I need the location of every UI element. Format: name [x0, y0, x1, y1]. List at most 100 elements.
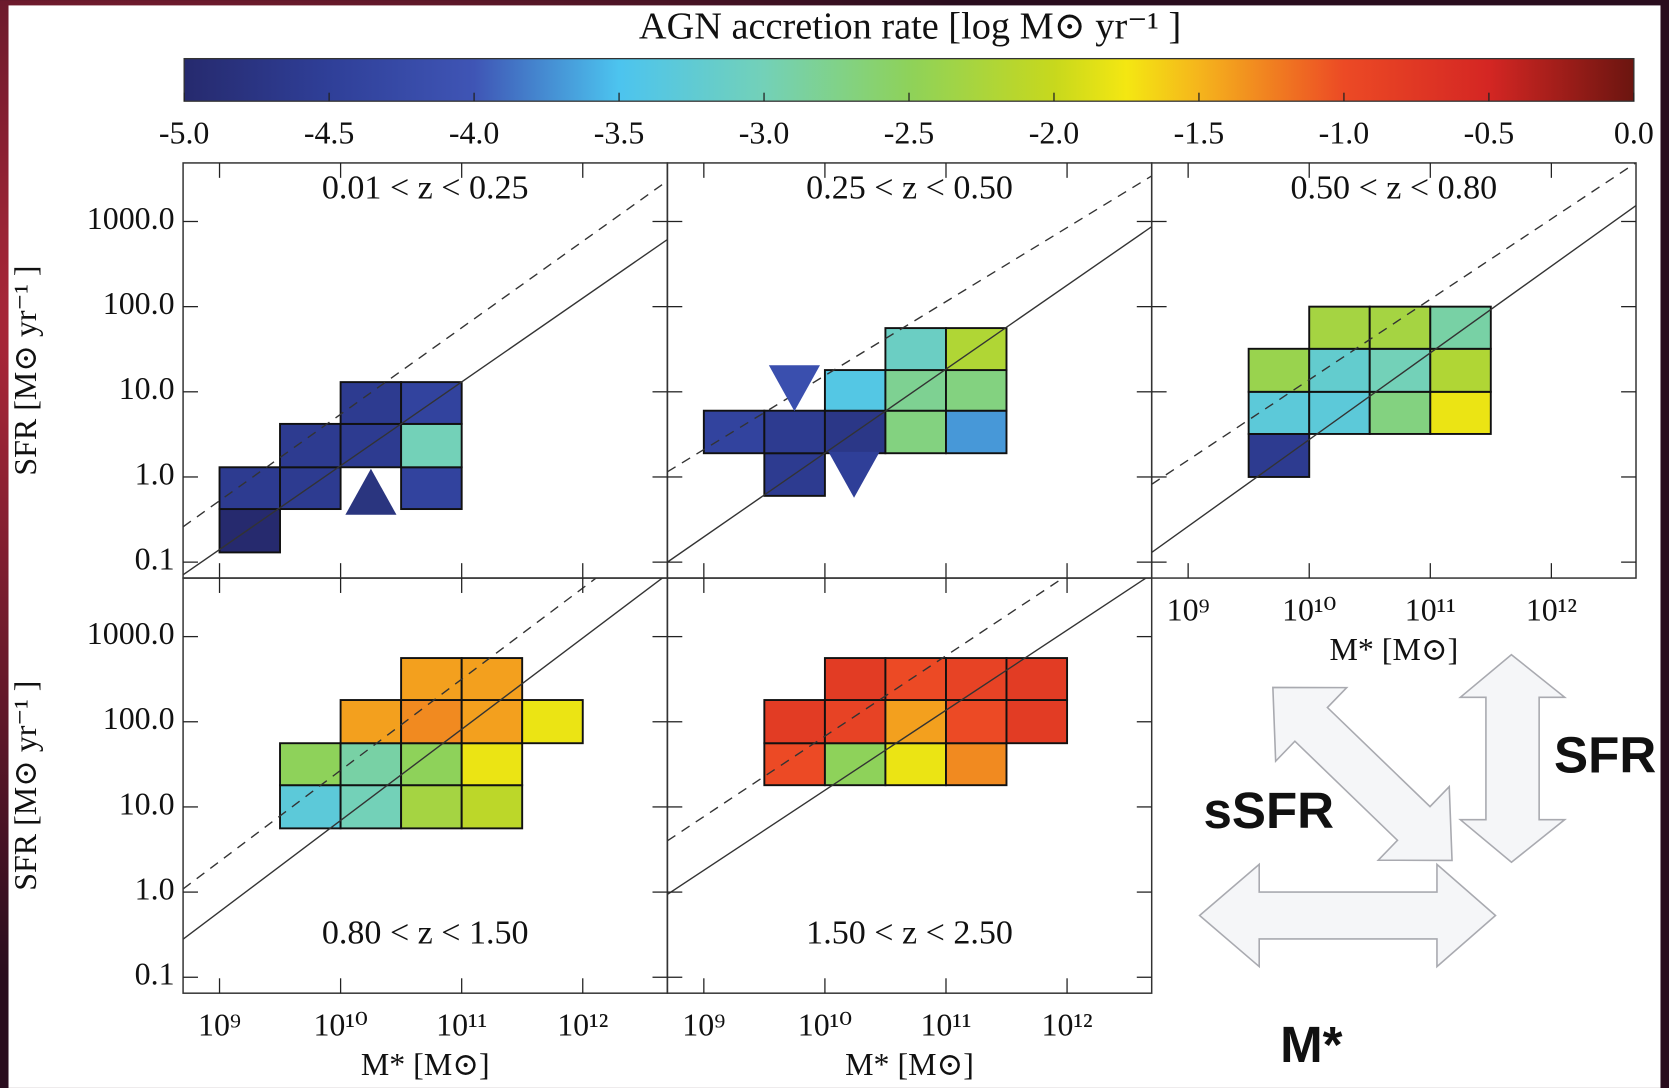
- heatmap-cell: [884, 409, 947, 455]
- heatmap-cell: [1247, 432, 1311, 478]
- heatmap-cell: [400, 657, 463, 701]
- y-tick-label: 100.0: [103, 286, 175, 321]
- panel-title: 0.25 < z < 0.50: [806, 169, 1013, 206]
- diagram-label: M*: [1280, 1016, 1343, 1073]
- relation-line: [1151, 162, 1637, 485]
- y-tick-label: 0.1: [135, 541, 175, 576]
- y-axis-label: SFR [M⊙ yr⁻¹ ]: [8, 681, 43, 891]
- colorbar-tick-label: -2.0: [1029, 116, 1080, 151]
- colorbar-tick-label: -1.0: [1319, 116, 1370, 151]
- heatmap-cell: [279, 422, 342, 469]
- heatmap-cell: [884, 657, 947, 701]
- colorbar-tick-label: -3.5: [594, 116, 645, 151]
- panel: 10⁹ 10¹⁰ 10¹¹ 10¹² 1.50 < z < 2.50 M* [M⊙]: [666, 577, 1153, 1082]
- heatmap-cell: [400, 466, 463, 511]
- heatmap-cell: [884, 742, 947, 787]
- panel-title: 0.80 < z < 1.50: [322, 915, 529, 952]
- y-tick-label: 1000.0: [87, 616, 175, 651]
- heatmap-cell: [702, 409, 766, 455]
- heatmap-cell: [823, 369, 887, 412]
- heatmap-cell: [279, 742, 342, 787]
- x-tick-label: 10¹¹: [920, 1008, 971, 1043]
- diagram: sSFR SFR M*: [1198, 653, 1656, 1073]
- heatmap-cell: [460, 657, 524, 701]
- x-tick-label: 10¹²: [1042, 1008, 1093, 1043]
- colorbar-tick-label: -4.0: [449, 116, 500, 151]
- y-tick-label: 0.1: [135, 957, 175, 992]
- x-axis-label: M* [M⊙]: [845, 1047, 974, 1082]
- y-tick-label: 1.0: [135, 456, 175, 491]
- mass-arrow: [1198, 862, 1497, 969]
- colorbar-tick-label: -4.5: [304, 116, 355, 151]
- heatmap-cell: [1247, 390, 1311, 435]
- heatmap-cell: [218, 466, 281, 511]
- relation-line: [183, 180, 668, 528]
- relation-line: [183, 238, 668, 576]
- panel-title: 0.01 < z < 0.25: [322, 169, 529, 206]
- heatmap-cell: [1005, 657, 1069, 701]
- y-tick-label: 10.0: [119, 371, 175, 406]
- x-axis-label: M* [M⊙]: [361, 1047, 490, 1082]
- heatmap-cell: [884, 327, 947, 372]
- colorbar-title: AGN accretion rate [log M⊙ yr⁻¹ ]: [639, 6, 1181, 48]
- heatmap-cell: [1368, 347, 1432, 393]
- heatmap-cell: [884, 699, 947, 745]
- y-tick-label: 10.0: [119, 786, 175, 821]
- panel: 10⁹ 10¹⁰ 10¹¹ 10¹² 0.50 < z < 0.80 M* [M⊙]: [1150, 162, 1637, 667]
- limit-marker: [345, 468, 397, 515]
- heatmap-cell: [400, 742, 463, 787]
- panel: 0.25 < z < 0.50: [666, 162, 1153, 579]
- heatmap-cell: [945, 699, 1008, 745]
- relation-line: [667, 226, 1152, 563]
- colorbar-tick-label: -1.5: [1174, 116, 1225, 151]
- heatmap-cell: [945, 742, 1008, 787]
- relation-line: [1151, 204, 1637, 553]
- heatmap-cell: [1368, 305, 1432, 350]
- heatmap-cell: [521, 699, 584, 745]
- x-tick-label: 10¹⁰: [798, 1008, 852, 1043]
- panel: 10⁹ 10¹⁰ 10¹¹ 10¹² 0.1 1.0 10.0 100.0 1000.0 0.80…: [8, 577, 669, 1082]
- relation-line: [667, 578, 1065, 842]
- heatmap-cell: [1247, 347, 1311, 393]
- heatmap-cell: [945, 369, 1008, 412]
- heatmap-cell: [763, 409, 826, 455]
- heatmap-cell: [1308, 347, 1371, 393]
- panel-frame: [1150, 162, 1637, 579]
- heatmap-cell: [1429, 390, 1492, 435]
- limit-marker: [768, 365, 820, 412]
- heatmap-cell: [823, 742, 887, 787]
- colorbar-tick-label: 0.0: [1614, 116, 1654, 151]
- x-tick-label: 10⁹: [198, 1008, 241, 1043]
- heatmap-cell: [945, 409, 1008, 455]
- heatmap-cell: [1429, 347, 1492, 393]
- relation-line: [667, 578, 1148, 895]
- colorbar-tick-label: -5.0: [159, 116, 210, 151]
- diagram-label: SFR: [1554, 727, 1656, 784]
- colorbar-tick-label: -2.5: [884, 116, 935, 151]
- x-tick-label: 10¹²: [1526, 593, 1577, 628]
- sfr-arrow: [1458, 653, 1567, 864]
- y-tick-label: 100.0: [103, 701, 175, 736]
- limit-marker: [828, 451, 880, 498]
- panel-title: 1.50 < z < 2.50: [806, 915, 1013, 952]
- heatmap-cell: [823, 699, 887, 745]
- heatmap-cell: [400, 784, 463, 830]
- heatmap-cell: [945, 657, 1008, 701]
- ssfr-arrow: [1272, 686, 1453, 862]
- panel-frame: [666, 577, 1153, 994]
- x-tick-label: 10¹⁰: [1282, 593, 1336, 628]
- heatmap-cell: [339, 381, 403, 425]
- heatmap-cell: [1368, 390, 1432, 435]
- x-tick-label: 10⁹: [682, 1008, 725, 1043]
- heatmap-cell: [218, 508, 281, 554]
- heatmap-cell: [1005, 699, 1069, 745]
- heatmap-cell: [339, 784, 403, 830]
- heatmap-cell: [279, 784, 342, 830]
- heatmap-cell: [279, 466, 342, 511]
- colorbar-tick-label: -3.0: [739, 116, 790, 151]
- x-axis-label: M* [M⊙]: [1329, 632, 1458, 667]
- heatmap-cell: [1308, 390, 1371, 435]
- heatmap-cell: [945, 327, 1008, 372]
